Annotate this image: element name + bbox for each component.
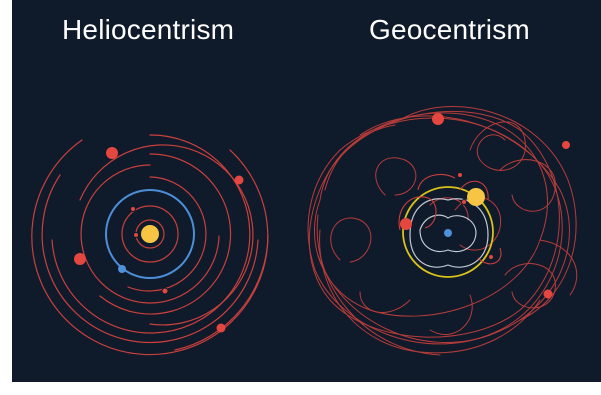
sun-icon: [141, 225, 159, 243]
geocentric-system: [307, 106, 578, 356]
planet-icon: [543, 289, 553, 299]
heliocentric-system: [31, 134, 269, 356]
planet-icon: [488, 254, 494, 260]
planet-icon: [216, 323, 226, 333]
planet-icon: [130, 206, 136, 212]
orbit-outer-1: [80, 164, 220, 304]
orbit-outer-7: [174, 234, 269, 351]
sun-icon: [467, 188, 485, 206]
heliocentrism-title: Heliocentrism: [62, 14, 235, 45]
sun-orbit: [402, 186, 494, 278]
orbit-earth: [105, 189, 195, 279]
planet-icon: [562, 141, 570, 149]
orbit-outer-4: [51, 134, 251, 334]
orbit-venus: [121, 205, 179, 263]
planet-icon: [457, 172, 463, 178]
planet-icon: [161, 287, 169, 295]
orbit-mars: [127, 176, 207, 292]
orbit-outer-6: [31, 139, 269, 356]
planet-icon: [133, 232, 139, 238]
geocentrism-title: Geocentrism: [369, 14, 530, 45]
earth-icon: [444, 229, 452, 237]
planet-icon: [74, 253, 86, 265]
orbit-outer-3: [79, 144, 254, 326]
planet-icon: [432, 113, 444, 125]
inner-planet-loops: [398, 173, 502, 265]
planet-icon: [106, 147, 118, 159]
planet-icon: [461, 199, 467, 205]
planet-icon: [234, 175, 244, 185]
orbit-outer-2: [99, 153, 232, 315]
orbit-outer-5: [41, 174, 259, 344]
diagram-background: [12, 0, 601, 382]
planet-icon: [400, 218, 412, 230]
earth-icon: [118, 265, 126, 273]
